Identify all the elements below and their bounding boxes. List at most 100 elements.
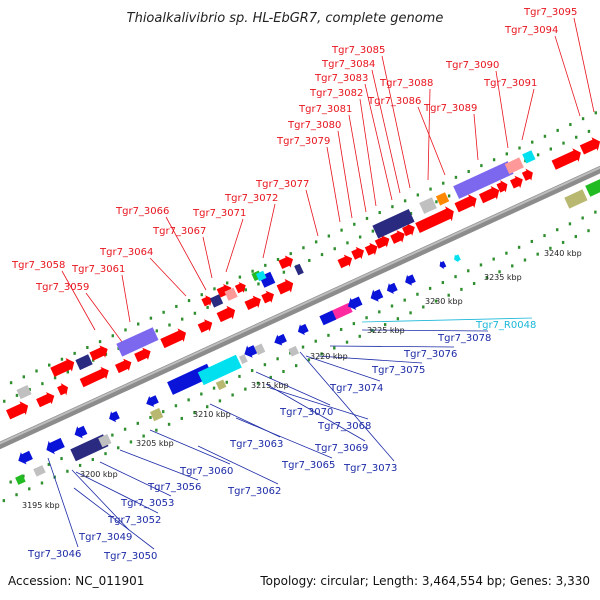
scale-dot (403, 298, 406, 302)
scale-dot (35, 369, 38, 373)
scale-dot (238, 374, 241, 378)
scale-dot (441, 281, 445, 285)
scale-dot (517, 245, 521, 249)
scale-tick-label: 3210 kbp (193, 410, 231, 419)
leader-line (202, 236, 213, 279)
gene-feature (197, 354, 242, 386)
gene-feature (564, 189, 588, 209)
gene-label: Tgr7_3095 (523, 7, 577, 18)
scale-dot (22, 474, 25, 478)
gene-feature (209, 294, 224, 308)
scale-dot (104, 452, 107, 456)
gene-feature (479, 186, 500, 204)
scale-dot (307, 358, 311, 362)
scale-dot (320, 253, 324, 257)
scale-dot (225, 380, 228, 384)
leader-line (371, 69, 401, 194)
gene-feature (370, 289, 384, 302)
leader-line (225, 218, 244, 273)
scale-dot (111, 433, 114, 437)
leader-line (85, 292, 129, 351)
gene-label: Tgr7_3086 (367, 96, 421, 107)
scale-dot (200, 293, 203, 297)
gene-label: Tgr7_3070 (279, 407, 333, 418)
gene-label: Tgr7_3059 (35, 282, 89, 293)
gene-label: Tgr7_3074 (329, 383, 383, 394)
gene-label: Tgr7_3056 (147, 482, 201, 493)
leader-line (99, 461, 172, 497)
scale-dot (91, 458, 95, 462)
leader-line (359, 98, 377, 207)
scale-dot (454, 275, 457, 279)
leader-line (71, 469, 130, 531)
gene-feature (276, 278, 294, 295)
leader-line (75, 471, 159, 514)
gene-feature (255, 270, 267, 282)
gene-feature (50, 358, 75, 377)
backbone-highlight (0, 166, 600, 445)
leader-line (61, 270, 96, 331)
leader-line (381, 55, 411, 189)
scale-dot (124, 328, 127, 332)
gene-label: Tgr7_3076 (403, 349, 457, 360)
scale-dot (460, 287, 463, 291)
gene-feature (215, 379, 227, 391)
gene-label: Tgr7_3069 (314, 443, 368, 454)
gene-feature (33, 465, 46, 477)
scale-dot (28, 487, 31, 491)
gene-feature (347, 296, 363, 310)
scale-tick-label: 3205 kbp (136, 439, 174, 448)
gene-feature (70, 434, 109, 462)
gene-label: Tgr7_3068 (317, 421, 371, 432)
gene-feature (288, 345, 300, 357)
scale-tick-label: 3220 kbp (310, 352, 348, 361)
scale-dot (123, 427, 127, 431)
map-title: Thioalkalivibrio sp. HL-EbGR7, complete … (127, 11, 444, 26)
leader-line (554, 35, 581, 117)
scale-dot (587, 229, 590, 233)
scale-dot (594, 210, 597, 214)
gene-label: Tgr7_3090 (445, 60, 499, 71)
scale-dot (282, 270, 286, 274)
gene-feature (319, 310, 337, 326)
scale-dot (390, 304, 394, 308)
scale-dot (442, 181, 445, 185)
label-leader-lines (47, 17, 595, 550)
leader-line (255, 371, 331, 406)
gene-feature (294, 263, 304, 276)
gene-feature (372, 209, 415, 239)
scale-dot (47, 462, 51, 466)
scale-tick-label: 3240 kbp (544, 249, 582, 258)
scale-dot (358, 334, 361, 338)
gene-label: Tgr7_3075 (371, 365, 425, 376)
gene-feature (374, 235, 390, 249)
scale-dot (149, 316, 153, 320)
scale-dot (308, 258, 311, 262)
scale-dot (180, 416, 183, 420)
scale-dot (231, 393, 234, 397)
scale-dot (78, 463, 82, 467)
scale-dot (60, 357, 64, 361)
scale-dot (358, 235, 362, 239)
leader-line (573, 17, 595, 113)
gene-label: Tgr7_3085 (331, 45, 385, 56)
gene-feature (504, 157, 524, 175)
gene-feature (330, 302, 353, 321)
gene-label: Tgr7_3091 (483, 78, 537, 89)
gene-feature (435, 192, 450, 206)
gene-feature (15, 474, 26, 485)
gene-feature (390, 230, 405, 244)
scale-dot (346, 241, 349, 245)
scale-dot (556, 228, 559, 232)
scale-dot (244, 387, 247, 391)
scale-dot (561, 240, 565, 244)
leader-line (495, 70, 509, 149)
gene-label: Tgr7_3071 (192, 208, 246, 219)
scale-dot (111, 334, 114, 338)
scale-dot (327, 234, 331, 238)
gene-feature (46, 437, 65, 455)
gene-feature (551, 148, 581, 170)
scale-dot (365, 216, 369, 220)
scale-dot (86, 345, 89, 349)
